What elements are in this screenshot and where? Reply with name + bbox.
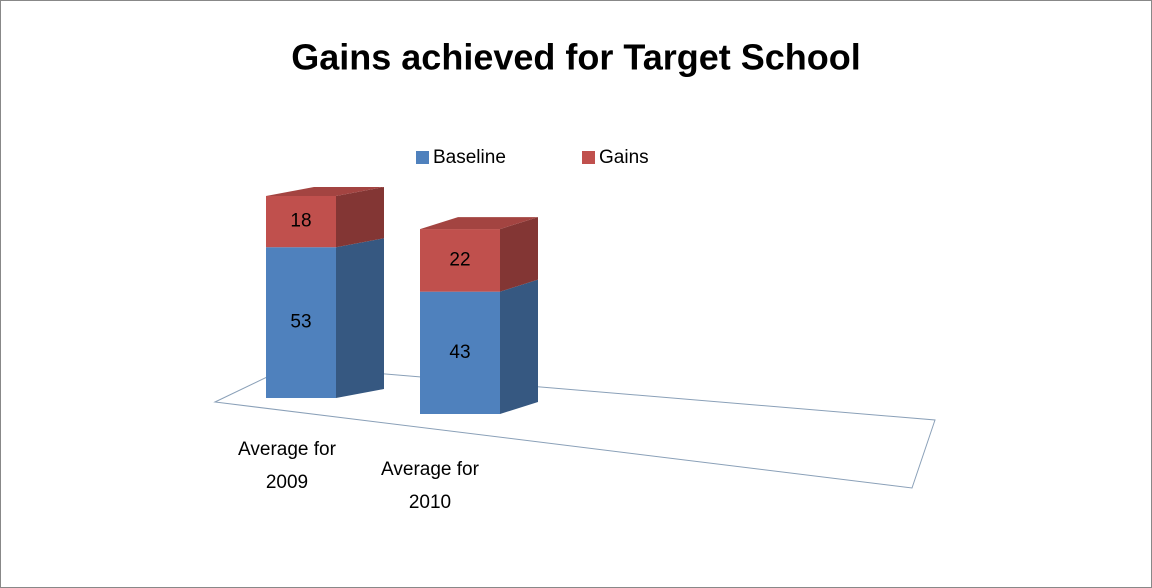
bar-side — [336, 187, 384, 248]
x-tick-label: Average for 2010 — [381, 459, 479, 513]
legend-swatch — [582, 151, 595, 164]
legend-swatch — [416, 151, 429, 164]
data-label: 22 — [449, 249, 470, 270]
bar-side — [336, 238, 384, 398]
bar-top — [266, 187, 384, 196]
bar-side — [500, 279, 538, 414]
bar-segment — [266, 247, 336, 398]
bar-side — [500, 217, 538, 292]
data-label: 53 — [290, 312, 311, 333]
floor — [213, 365, 936, 489]
chart-title: Gains achieved for Target School — [291, 37, 860, 78]
data-label: 18 — [290, 211, 311, 232]
bar-segment — [266, 196, 336, 248]
legend-label: Gains — [599, 147, 649, 168]
bar-segment — [420, 291, 500, 414]
legend-label: Baseline — [433, 147, 506, 168]
bar-segment — [420, 229, 500, 292]
bar-top — [420, 217, 538, 230]
x-tick-label: Average for 2009 — [238, 439, 336, 493]
data-label: 43 — [449, 342, 470, 363]
